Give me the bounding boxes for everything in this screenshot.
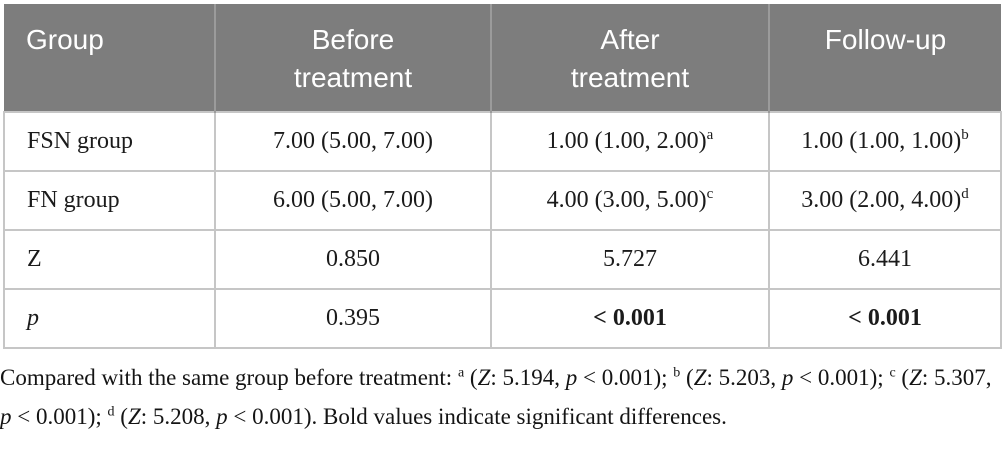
footnote-text-segment: < 0.001); [793,365,890,390]
statistics-table-figure: Group Before treatment After treatment F… [3,4,1002,349]
cell-z-followup: 6.441 [768,229,1002,290]
footnote-text-segment: ( [895,365,910,390]
footnote-text-segment: ( [464,365,478,390]
footnote-marker-b: b [961,127,969,143]
footnote-text-segment: : 5.208, [140,404,217,429]
cell-p-followup: < 0.001 [768,288,1002,349]
cell-fn-followup: 3.00 (2.00, 4.00)d [768,170,1002,231]
table-footnote: Compared with the same group before trea… [0,358,1005,436]
cell-z-before: 0.850 [214,229,492,290]
cell-fsn-followup: 1.00 (1.00, 1.00)b [768,111,1002,172]
footnote-text-segment: < 0.001); [577,365,674,390]
table-row-fsn-group: FSN group 7.00 (5.00, 7.00) 1.00 (1.00, … [3,111,1002,172]
footnote-superscript: a [457,365,465,381]
row-label-p: p [3,288,216,349]
footnote-superscript: c [889,365,896,381]
footnote-superscript: d [107,404,115,420]
footnote-text-segment: p [0,404,12,429]
footnote-text-segment: : 5.203, [706,365,782,390]
footnote-text-segment: < 0.001). Bold values indicate significa… [227,404,727,429]
footnote-text-segment: Compared with the same group before trea… [0,365,458,390]
statistics-table: Group Before treatment After treatment F… [3,4,1002,349]
footnote-text-segment: p [216,404,228,429]
col-header-group: Group [4,4,215,112]
row-label-z: Z [3,229,216,290]
footnote-text-segment: Z [127,404,141,429]
cell-z-after: 5.727 [490,229,770,290]
footnote-text-segment: < 0.001); [11,404,108,429]
col-header-follow-up-label: Follow-up [824,24,947,55]
footnote-text-segment: : 5.307, [921,365,992,390]
cell-value: 1.00 (1.00, 2.00) [546,128,707,154]
header-row: Group Before treatment After treatment F… [4,4,1001,112]
col-header-follow-up: Follow-up [768,4,1001,112]
footnote-text-segment: p [565,365,578,390]
footnote-superscript: b [673,365,681,381]
col-header-group-label: Group [26,24,104,55]
cell-value: 6.00 (5.00, 7.00) [273,187,433,213]
footnote-text-segment: p [781,365,794,390]
row-label-fsn-group: FSN group [3,111,216,172]
footnote-marker-d: d [961,186,969,202]
footnote-text-segment: ( [680,365,694,390]
footnote-marker-c: c [706,186,714,202]
table-row-z-statistic: Z 0.850 5.727 6.441 [3,229,1002,290]
footnote-text-segment: : 5.194, [490,365,566,390]
cell-value: 7.00 (5.00, 7.00) [273,128,433,154]
col-header-before-treatment: Before treatment [214,4,491,112]
cell-value: 3.00 (2.00, 4.00) [801,187,962,213]
cell-fsn-after: 1.00 (1.00, 2.00)a [490,111,770,172]
footnote-text-segment: Z [477,365,491,390]
footnote-text-segment: ( [114,404,128,429]
cell-value: 1.00 (1.00, 1.00) [801,128,962,154]
row-label-fn-group: FN group [3,170,216,231]
cell-fn-before: 6.00 (5.00, 7.00) [214,170,492,231]
table-row-p-value: p 0.395 < 0.001 < 0.001 [3,288,1002,349]
footnote-text-segment: Z [693,365,707,390]
cell-fn-after: 4.00 (3.00, 5.00)c [490,170,770,231]
cell-p-before: 0.395 [214,288,492,349]
table-row-fn-group: FN group 6.00 (5.00, 7.00) 4.00 (3.00, 5… [3,170,1002,231]
cell-p-after: < 0.001 [490,288,770,349]
col-header-after-treatment-label: After treatment [570,24,690,93]
col-header-before-treatment-label: Before treatment [293,24,413,93]
cell-value: 4.00 (3.00, 5.00) [546,187,707,213]
footnote-text-segment: Z [909,365,922,390]
cell-fsn-before: 7.00 (5.00, 7.00) [214,111,492,172]
footnote-marker-a: a [706,127,714,143]
col-header-after-treatment: After treatment [490,4,769,112]
